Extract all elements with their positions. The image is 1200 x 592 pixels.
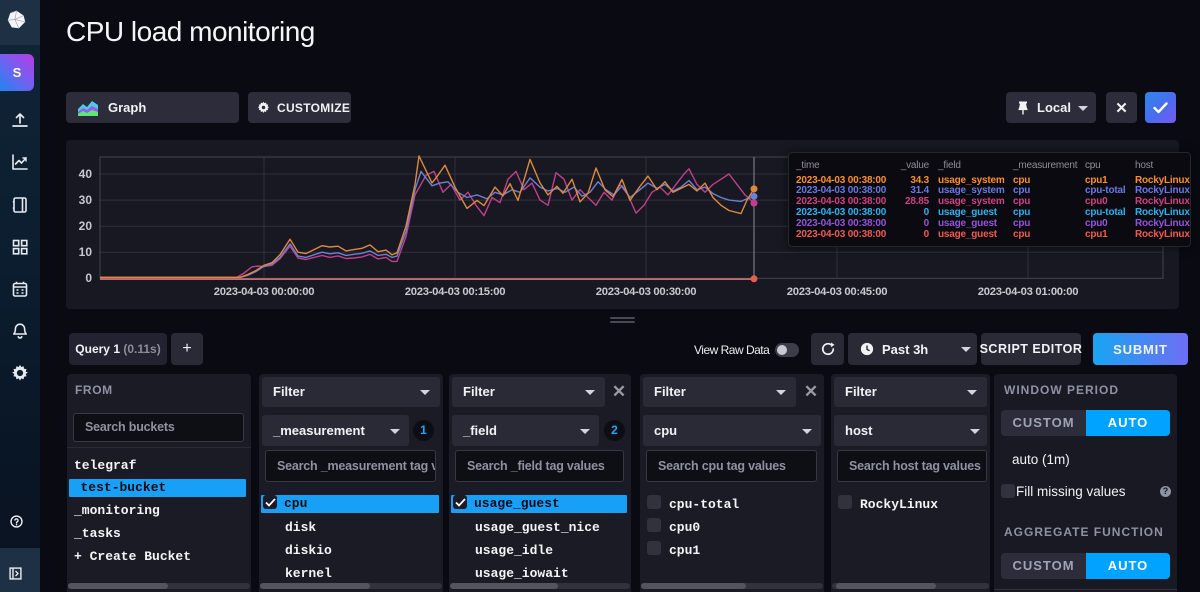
svg-text:2023-04-03 00:45:00: 2023-04-03 00:45:00 [787,286,887,298]
svg-text:40: 40 [79,167,93,181]
svg-text:2023-04-03 00:00:00: 2023-04-03 00:00:00 [214,286,314,298]
svg-text:2023-04-03 01:00:00: 2023-04-03 01:00:00 [978,286,1078,298]
svg-text:2023-04-03 00:15:00: 2023-04-03 00:15:00 [405,286,505,298]
svg-text:2023-04-03 00:30:00: 2023-04-03 00:30:00 [596,286,696,298]
svg-text:20: 20 [79,219,93,233]
svg-text:0: 0 [85,271,92,285]
svg-text:10: 10 [79,245,93,259]
svg-text:30: 30 [79,193,93,207]
